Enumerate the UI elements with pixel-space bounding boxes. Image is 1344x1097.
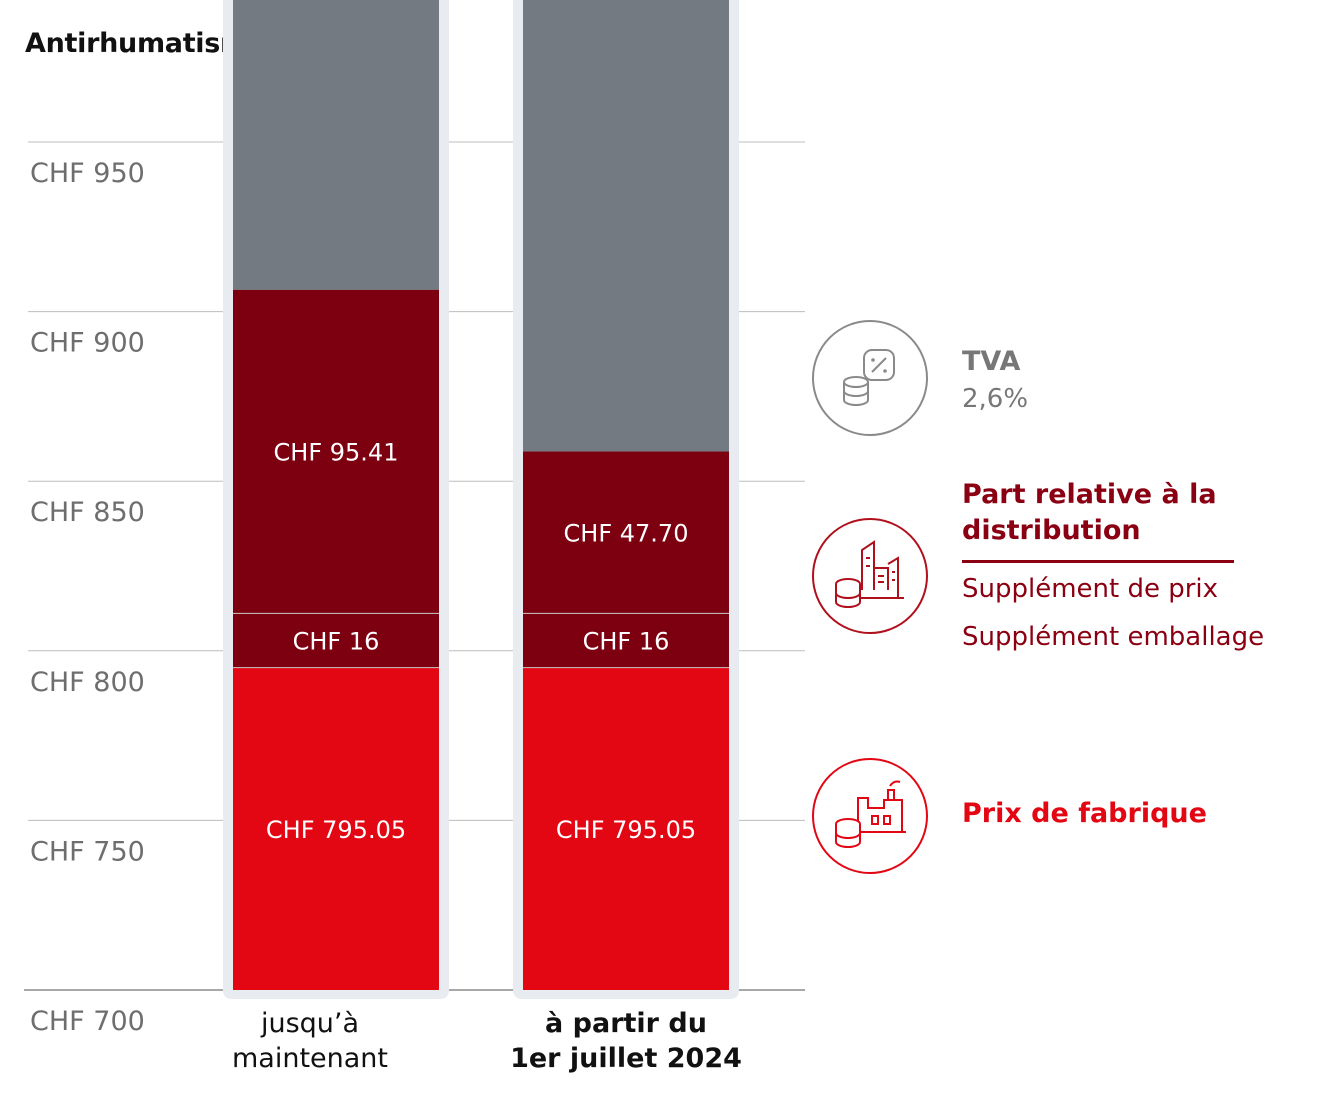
- bar-segment: [523, 613, 729, 668]
- y-tick-label: CHF 900: [30, 328, 145, 359]
- x-category-label: à partir du: [545, 1008, 707, 1039]
- data-label: CHF 47.70: [564, 519, 689, 547]
- bar-segment: [523, 451, 729, 614]
- bar-segment-fill: [523, 0, 729, 452]
- bar-segment: [523, 667, 729, 990]
- y-tick-label: CHF 700: [30, 1006, 145, 1037]
- data-label: CHF 95.41: [274, 439, 399, 467]
- legend-tva-value: 2,6%: [962, 384, 1029, 414]
- coins-buildings-icon: [812, 518, 928, 634]
- coins-percent-icon: [812, 320, 928, 436]
- legend-fabrique-label: Prix de fabrique: [962, 798, 1207, 829]
- coins-factory-icon: [812, 758, 928, 874]
- stacked-bar-chart: CHF 950 CHF 900 CHF 850 CHF 800 CHF 750 CHF 7…: [24, 0, 805, 1074]
- data-label: CHF 16: [293, 627, 380, 655]
- y-tick-label: CHF 850: [30, 497, 145, 528]
- legend-supplement-prix: Supplément de prix: [962, 574, 1219, 604]
- data-label: CHF 16: [583, 627, 670, 655]
- x-category-label: maintenant: [232, 1043, 388, 1074]
- data-label: CHF 795.05: [266, 816, 406, 844]
- x-category-label: jusqu’à: [260, 1008, 359, 1039]
- bar-segment-fill: [233, 0, 439, 290]
- x-category-label: 1er juillet 2024: [510, 1043, 742, 1074]
- bar-segment: [233, 613, 439, 668]
- legend-distribution-rule: [962, 560, 1234, 563]
- bar-segment: [233, 289, 439, 614]
- legend-tva-label: TVA: [962, 346, 1021, 377]
- legend-distribution-label: Part relative à la distribution: [962, 479, 1217, 546]
- legend-supplement-emballage: Supplément emballage: [962, 622, 1265, 652]
- y-tick-label: CHF 950: [30, 158, 145, 189]
- data-label: CHF 795.05: [556, 816, 696, 844]
- y-tick-label: CHF 750: [30, 836, 145, 867]
- bar-segment: [233, 667, 439, 990]
- y-tick-label: CHF 800: [30, 667, 145, 698]
